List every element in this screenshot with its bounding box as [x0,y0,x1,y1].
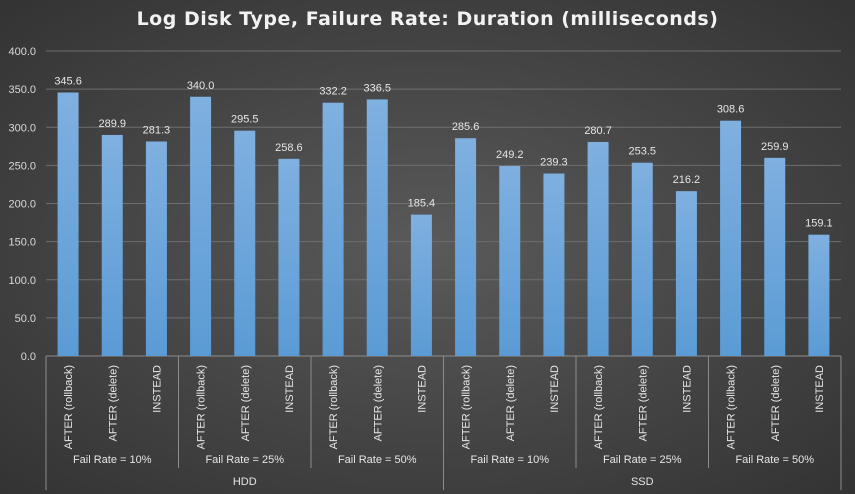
x-category-label: INSTEAD [284,365,296,413]
y-tick-label: 300.0 [8,122,36,134]
y-tick-label: 0.0 [21,351,36,363]
x-category-label: INSTEAD [681,365,693,413]
bar [631,162,653,356]
disk-type-group-label: SSD [631,476,654,488]
data-label: 336.5 [363,82,391,94]
fail-rate-group-label: Fail Rate = 25% [205,454,284,466]
data-label: 285.6 [452,121,480,133]
y-tick-label: 50.0 [15,313,36,325]
x-category-label: AFTER (rollback) [593,365,605,449]
bar [410,214,432,356]
x-category-label: AFTER (delete) [637,365,649,441]
data-label: 259.9 [761,141,789,153]
y-tick-label: 100.0 [8,275,36,287]
data-label: 249.2 [496,149,524,161]
y-tick-label: 200.0 [8,199,36,211]
x-category-label: AFTER (rollback) [328,365,340,449]
x-category-label: INSTEAD [416,365,428,413]
x-category-label: AFTER (rollback) [63,365,75,449]
bar [101,134,123,356]
fail-rate-group-label: Fail Rate = 10% [470,454,549,466]
data-label: 345.6 [54,75,82,87]
x-category-label: AFTER (delete) [505,365,517,441]
data-label: 280.7 [584,125,612,137]
disk-type-group-label: HDD [233,476,257,488]
x-category-label: AFTER (delete) [770,365,782,441]
bar [234,130,256,356]
y-tick-label: 150.0 [8,237,36,249]
data-label: 308.6 [717,104,745,116]
fail-rate-group-label: Fail Rate = 10% [73,454,152,466]
bar [764,157,786,356]
data-label: 159.1 [805,218,833,230]
data-label: 258.6 [275,142,303,154]
data-label: 281.3 [143,125,171,137]
data-label: 289.9 [98,118,126,130]
x-category-label: AFTER (delete) [240,365,252,441]
bar [675,191,697,356]
fail-rate-group-label: Fail Rate = 50% [338,454,417,466]
x-category-label: INSTEAD [549,365,561,413]
data-label: 295.5 [231,114,259,126]
y-tick-label: 350.0 [8,84,36,96]
bar [499,165,521,356]
bar [543,173,565,356]
bar [278,158,300,356]
data-label: 185.4 [408,198,436,210]
x-category-label: AFTER (delete) [107,365,119,441]
data-label: 239.3 [540,157,568,169]
fail-rate-group-label: Fail Rate = 50% [735,454,814,466]
data-label: 216.2 [673,174,701,186]
bar [322,102,344,356]
bar [720,120,742,356]
x-category-label: AFTER (rollback) [726,365,738,449]
data-label: 253.5 [628,146,656,158]
bar [808,234,830,356]
y-tick-label: 250.0 [8,160,36,172]
bar [57,92,79,356]
data-label: 332.2 [319,86,347,98]
bar [455,138,477,356]
data-label: 340.0 [187,80,215,92]
x-category-label: AFTER (delete) [372,365,384,441]
bar [366,99,388,356]
bar [587,141,609,356]
x-category-label: AFTER (rollback) [461,365,473,449]
x-category-label: INSTEAD [814,365,826,413]
y-tick-label: 400.0 [8,46,36,58]
chart-title: Log Disk Type, Failure Rate: Duration (m… [136,8,719,30]
bar [190,96,212,356]
x-category-label: AFTER (rollback) [196,365,208,449]
x-category-label: INSTEAD [151,365,163,413]
bar [145,141,167,356]
fail-rate-group-label: Fail Rate = 25% [603,454,682,466]
